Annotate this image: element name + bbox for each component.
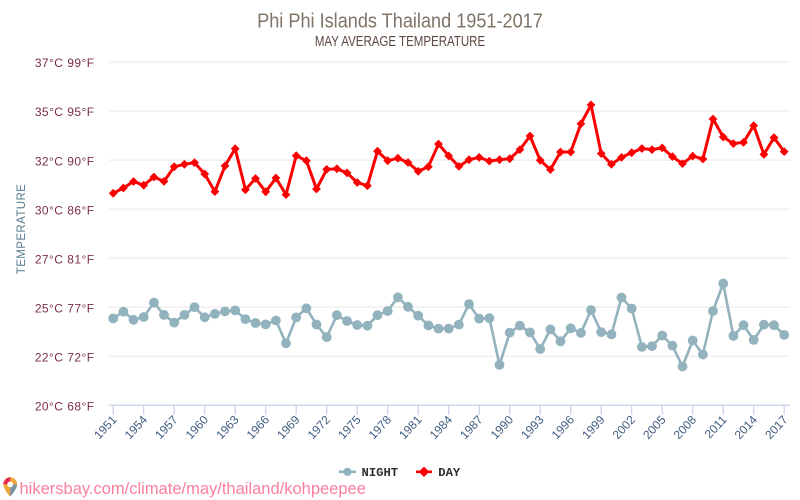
svg-text:2002: 2002	[610, 413, 639, 442]
svg-text:TEMPERATURE: TEMPERATURE	[16, 184, 28, 274]
svg-text:35°C 95°F: 35°C 95°F	[35, 105, 95, 119]
svg-text:2005: 2005	[640, 413, 669, 442]
svg-text:2011: 2011	[702, 413, 730, 442]
svg-text:1999: 1999	[579, 413, 608, 442]
svg-text:1963: 1963	[213, 413, 242, 442]
svg-text:hikersbay.com/climate/may/thai: hikersbay.com/climate/may/thailand/kohpe…	[20, 480, 366, 498]
svg-text:1951: 1951	[91, 413, 120, 442]
svg-text:1966: 1966	[244, 413, 273, 442]
svg-text:37°C 99°F: 37°C 99°F	[35, 56, 95, 70]
svg-text:1984: 1984	[427, 413, 456, 442]
svg-text:2017: 2017	[762, 413, 791, 442]
svg-text:1960: 1960	[183, 413, 212, 442]
svg-text:1990: 1990	[488, 413, 517, 442]
svg-text:1975: 1975	[335, 413, 364, 442]
svg-text:27°C 81°F: 27°C 81°F	[35, 252, 95, 266]
svg-text:Phi Phi Islands Thailand 1951-: Phi Phi Islands Thailand 1951-2017	[257, 11, 543, 33]
svg-text:1978: 1978	[366, 413, 395, 442]
svg-text:MAY AVERAGE TEMPERATURE: MAY AVERAGE TEMPERATURE	[315, 33, 485, 50]
svg-text:DAY: DAY	[438, 466, 461, 480]
svg-text:2008: 2008	[671, 413, 700, 442]
svg-text:1987: 1987	[457, 413, 486, 442]
svg-text:1993: 1993	[518, 413, 547, 442]
svg-text:25°C 77°F: 25°C 77°F	[35, 301, 95, 315]
svg-text:32°C 90°F: 32°C 90°F	[35, 154, 95, 168]
svg-text:1957: 1957	[152, 413, 181, 442]
svg-text:1996: 1996	[549, 413, 578, 442]
svg-text:1954: 1954	[122, 413, 151, 442]
svg-text:1972: 1972	[305, 413, 334, 442]
svg-text:1981: 1981	[396, 413, 425, 442]
svg-text:30°C 86°F: 30°C 86°F	[35, 203, 95, 217]
svg-text:22°C 72°F: 22°C 72°F	[35, 350, 95, 364]
svg-text:20°C 68°F: 20°C 68°F	[35, 399, 95, 413]
svg-text:2014: 2014	[732, 413, 761, 442]
svg-text:1969: 1969	[274, 413, 303, 442]
svg-text:NIGHT: NIGHT	[362, 466, 399, 480]
